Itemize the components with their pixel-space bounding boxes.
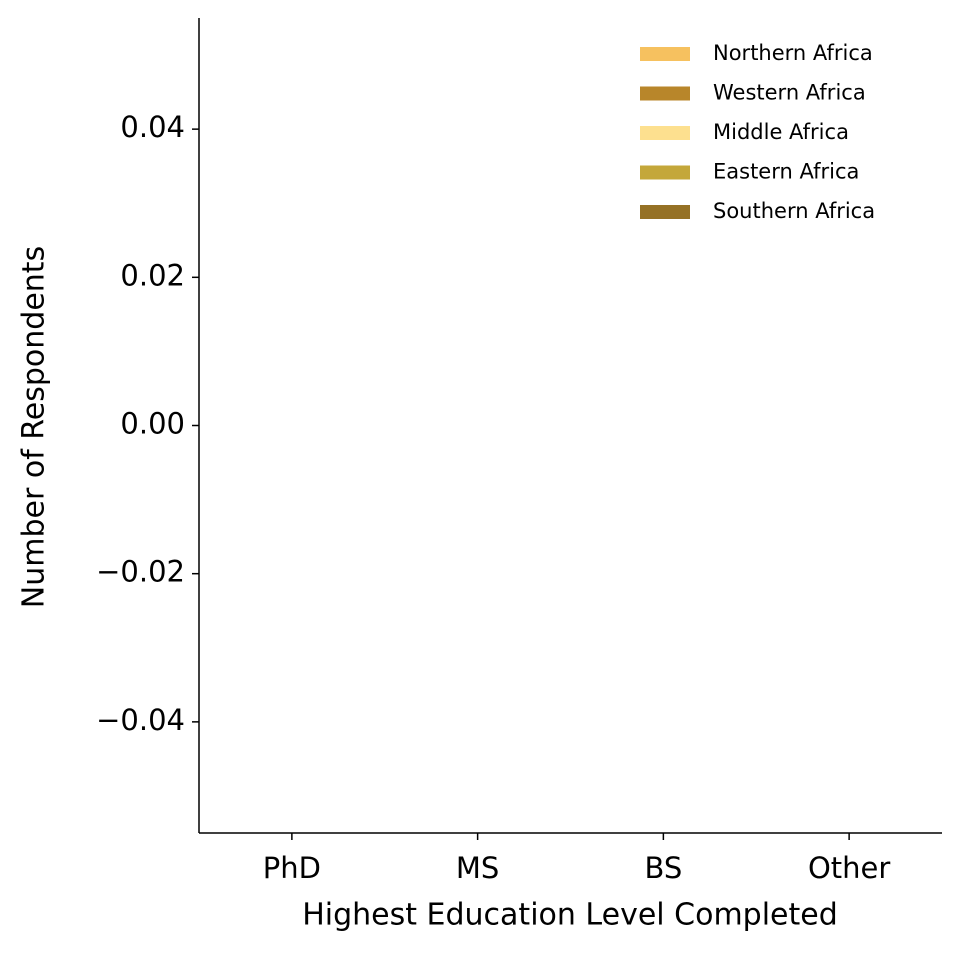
y-tick-label: 0.04 [120, 110, 185, 144]
y-tick-label: −0.02 [96, 555, 185, 589]
y-tick-label: 0.02 [120, 258, 185, 292]
y-tick-label: 0.00 [120, 407, 185, 441]
x-axis-label: Highest Education Level Completed [302, 898, 838, 933]
legend-label: Middle Africa [713, 120, 849, 144]
x-tick-label: PhD [263, 851, 321, 885]
y-axis-label: Number of Respondents [17, 246, 52, 608]
x-tick-label: BS [644, 851, 682, 885]
x-tick-label: MS [456, 851, 499, 885]
legend-label: Eastern Africa [713, 160, 859, 184]
legend-swatch [640, 86, 690, 101]
legend-swatch [640, 126, 690, 140]
legend-swatch [640, 47, 690, 61]
legend-swatch [640, 205, 690, 219]
x-tick-label: Other [808, 851, 890, 885]
legend-label: Western Africa [713, 81, 866, 105]
legend-swatch [640, 165, 690, 180]
y-tick-label: −0.04 [96, 703, 185, 737]
legend-label: Southern Africa [713, 199, 875, 223]
legend-label: Northern Africa [713, 41, 873, 65]
